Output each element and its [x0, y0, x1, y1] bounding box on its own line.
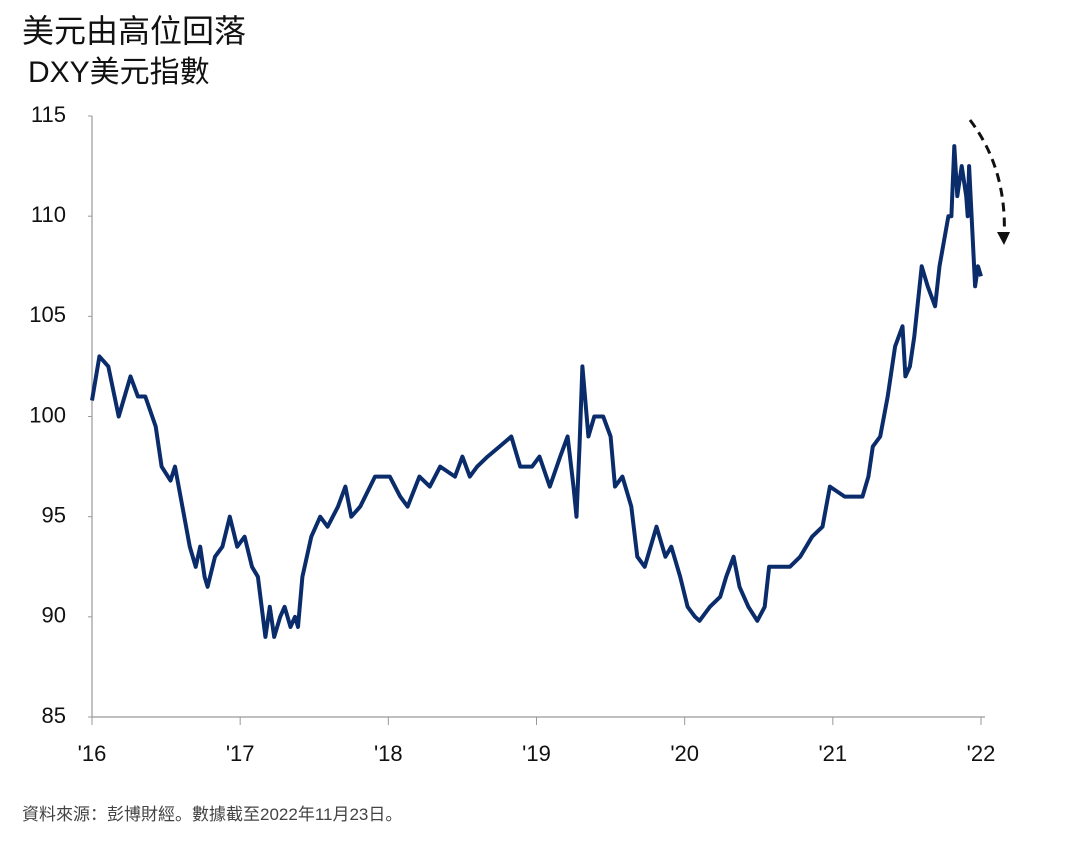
x-tick-label: '21	[818, 741, 847, 766]
x-tick-label: '18	[374, 741, 403, 766]
data-line	[90, 144, 983, 639]
y-tick-label: 115	[31, 102, 66, 127]
x-tick-label: '22	[967, 741, 996, 766]
x-tick-label: '19	[522, 741, 551, 766]
annotation-arrowhead	[997, 232, 1010, 245]
y-tick-label: 100	[29, 402, 66, 427]
y-tick-label: 110	[31, 202, 66, 227]
x-tick-label: '17	[226, 741, 255, 766]
x-tick-label: '16	[78, 741, 107, 766]
y-tick-label: 105	[29, 302, 66, 327]
y-tick-label: 95	[42, 502, 66, 527]
x-tick-label: '20	[670, 741, 699, 766]
chart-title: 美元由高位回落	[22, 13, 246, 49]
annotation-arrow	[968, 119, 1006, 241]
source-note: 資料來源：彭博財經。數據截至2022年11月23日。	[22, 805, 402, 824]
y-tick-label: 90	[42, 603, 66, 628]
y-tick-label: 85	[42, 703, 66, 728]
chart-subtitle: DXY美元指數	[28, 56, 210, 89]
